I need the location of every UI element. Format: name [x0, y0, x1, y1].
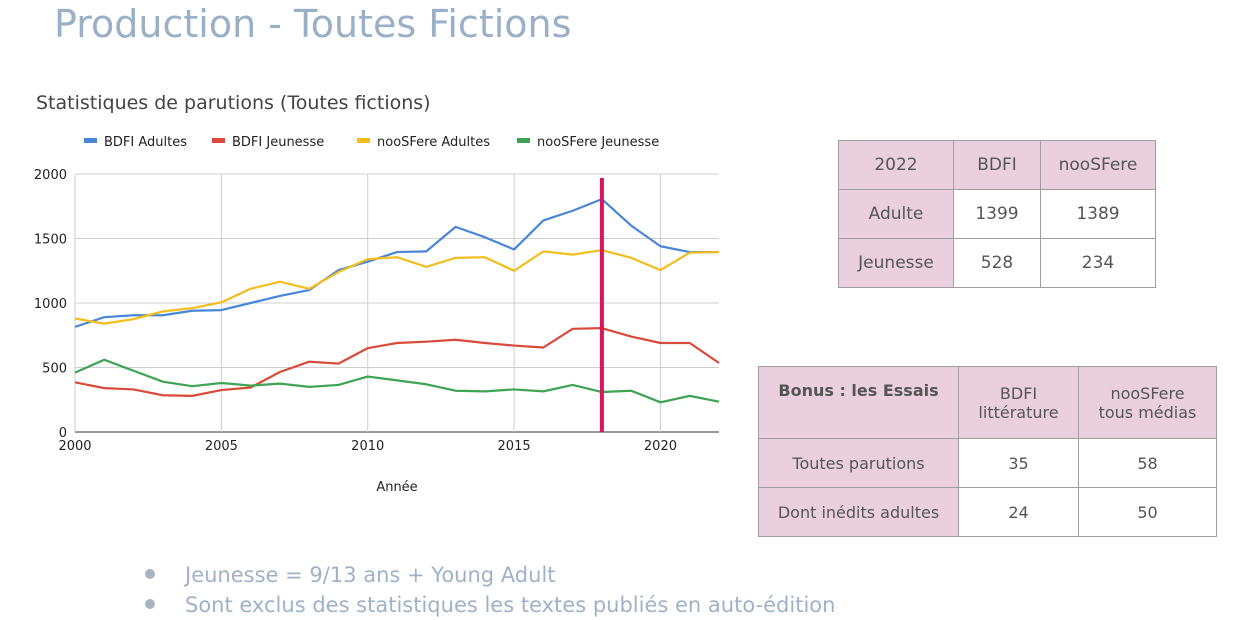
table-header-cell: BDFI: [953, 140, 1041, 190]
table-cell: 35: [958, 438, 1079, 488]
table-cell: 528: [953, 238, 1041, 288]
col-header-line: littérature: [978, 402, 1059, 422]
y-tick-label: 0: [59, 426, 67, 441]
legend-label: nooSFere Jeunesse: [537, 135, 659, 150]
x-tick-label: 2020: [644, 439, 677, 454]
table-cell: 1389: [1040, 189, 1156, 239]
series-line: [74, 249, 720, 325]
row-label: Dont inédits adultes: [758, 487, 959, 537]
legend-label: BDFI Jeunesse: [232, 135, 324, 150]
table-2022: 2022 BDFI nooSFere Adulte 1399 1389 Jeun…: [838, 140, 1156, 288]
table-cell: 50: [1078, 487, 1217, 537]
notes-list: Jeunesse = 9/13 ans + Young Adult Sont e…: [145, 560, 835, 620]
table-header-cell: nooSFere tous médias: [1078, 366, 1217, 439]
x-tick-label: 2005: [205, 439, 238, 454]
col-header-line: nooSFere: [1110, 383, 1185, 403]
legend-swatch: [357, 138, 370, 143]
bullet-icon: [145, 569, 155, 579]
x-axis-label: Année: [376, 480, 417, 495]
table-cell: 24: [958, 487, 1079, 537]
y-tick-label: 500: [42, 362, 67, 377]
bullet-icon: [145, 599, 155, 609]
note-text: Jeunesse = 9/13 ans + Young Adult: [185, 563, 556, 587]
col-header-line: BDFI: [999, 383, 1038, 403]
note-text: Sont exclus des statistiques les textes …: [185, 593, 836, 617]
legend-label: BDFI Adultes: [104, 135, 187, 150]
series-line: [74, 358, 720, 404]
row-label: Adulte: [838, 189, 954, 239]
table-cell: 234: [1040, 238, 1156, 288]
x-tick-label: 2010: [351, 439, 384, 454]
table-header-cell: BDFI littérature: [958, 366, 1079, 439]
legend-swatch: [212, 138, 225, 143]
row-label: Toutes parutions: [758, 438, 959, 488]
table-row: Jeunesse 528 234: [838, 238, 1156, 288]
series-line: [74, 198, 719, 328]
line-chart: 0 500 1000 1500 2000 2000 2005 2010 2015 2020 Anné…: [34, 135, 720, 495]
x-tick-label: 2000: [58, 439, 91, 454]
table-row: Toutes parutions 35 58: [758, 438, 1217, 488]
chart-title: Statistiques de parutions (Toutes fictio…: [36, 92, 431, 114]
x-tick-label: 2015: [498, 439, 531, 454]
table-row: 2022 BDFI nooSFere: [838, 140, 1156, 190]
row-label: Jeunesse: [838, 238, 954, 288]
legend-label: nooSFere Adultes: [377, 135, 490, 150]
series-line: [74, 327, 720, 397]
table-row: Adulte 1399 1389: [838, 189, 1156, 239]
table-header-cell: nooSFere: [1040, 140, 1156, 190]
y-tick-label: 1000: [34, 297, 67, 312]
legend-swatch: [84, 138, 97, 143]
y-tick-label: 1500: [34, 233, 67, 248]
table-essais: Bonus : les Essais BDFI littérature nooS…: [758, 366, 1217, 537]
table-row: Bonus : les Essais BDFI littérature nooS…: [758, 366, 1217, 439]
table-cell: 1399: [953, 189, 1041, 239]
table-header-cell: Bonus : les Essais: [758, 366, 959, 439]
list-item: Sont exclus des statistiques les textes …: [145, 590, 835, 620]
legend-swatch: [517, 138, 530, 143]
slide-title: Production - Toutes Fictions: [54, 2, 572, 46]
table-header-cell: 2022: [838, 140, 954, 190]
y-tick-label: 2000: [34, 168, 67, 183]
list-item: Jeunesse = 9/13 ans + Young Adult: [145, 560, 835, 590]
col-header-line: tous médias: [1098, 402, 1197, 422]
table-row: Dont inédits adultes 24 50: [758, 487, 1217, 537]
table-cell: 58: [1078, 438, 1217, 488]
